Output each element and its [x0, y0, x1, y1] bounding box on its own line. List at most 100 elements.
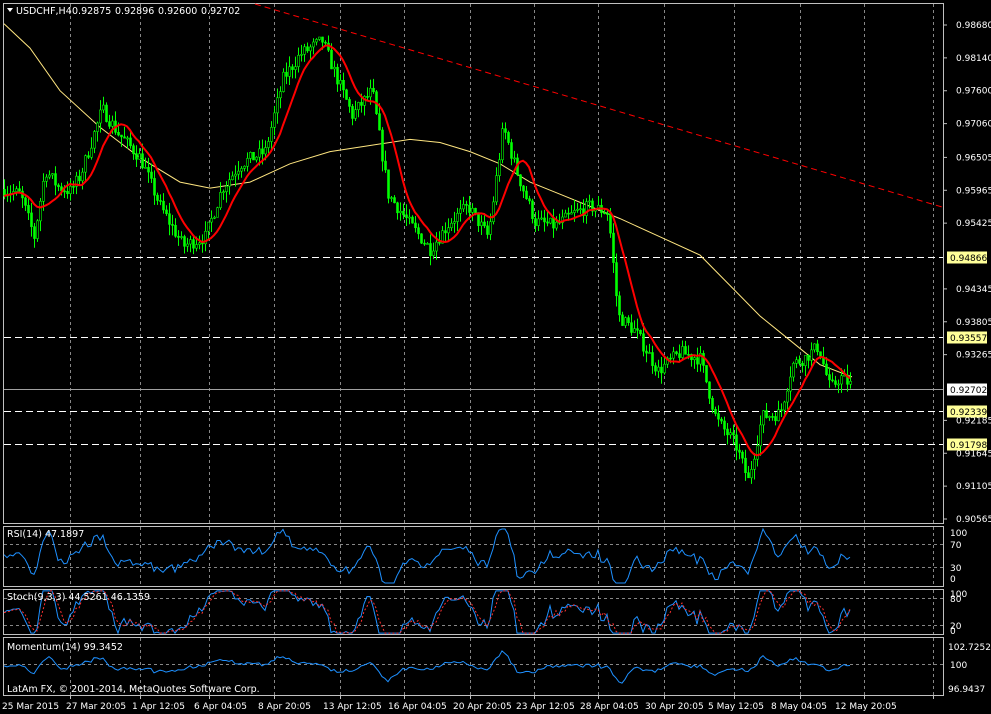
candle-body	[450, 222, 453, 229]
stoch-tick: 100	[950, 590, 967, 600]
candle-body	[669, 357, 672, 360]
candle-body	[111, 120, 114, 127]
candle-body	[402, 210, 405, 216]
candle-body	[318, 36, 321, 40]
candle-body	[438, 241, 441, 244]
candle-body	[543, 217, 546, 223]
candle-body	[576, 208, 579, 211]
candle-body	[555, 221, 558, 229]
candle-body	[702, 353, 705, 366]
candle-body	[174, 224, 177, 237]
candle-body	[165, 209, 168, 215]
candle-body	[369, 87, 372, 98]
candle-body	[762, 410, 765, 426]
candle-body	[237, 170, 240, 175]
candle-body	[645, 350, 648, 354]
candle-body	[333, 66, 336, 70]
vertical-grid	[70, 4, 934, 695]
candle-body	[168, 213, 171, 225]
candle-body	[621, 314, 624, 326]
candle-body	[255, 156, 258, 161]
rsi-tick: 0	[950, 575, 956, 585]
candle-body	[63, 190, 66, 193]
candle-body	[792, 363, 795, 378]
candle-body	[768, 416, 771, 418]
momentum-title: Momentum(14) 99.3452	[7, 642, 123, 653]
candle-body	[75, 175, 78, 187]
candle-body	[51, 173, 54, 176]
candle-body	[204, 230, 207, 245]
candle-body	[246, 158, 249, 167]
price-tick-label: 0.91645	[956, 449, 991, 459]
candle-body	[498, 159, 501, 176]
moving-average-fast	[3, 44, 851, 457]
price-candles	[3, 35, 852, 484]
candle-body	[723, 420, 726, 430]
candle-body	[144, 167, 147, 169]
candle-body	[732, 432, 735, 436]
candle-body	[213, 216, 216, 219]
collapse-triangle-icon[interactable]	[7, 8, 13, 12]
candle-body	[591, 200, 594, 212]
chart-header: USDCHF,H4 0.92875 0.92896 0.92600 0.9270…	[7, 6, 240, 17]
candle-body	[159, 200, 162, 202]
candle-body	[552, 217, 555, 229]
rsi-title: RSI(14) 47.1897	[7, 529, 84, 540]
time-tick-label: 28 Apr 04:05	[580, 702, 639, 712]
candle-body	[222, 191, 225, 193]
candle-body	[198, 242, 201, 245]
candle-body	[330, 49, 333, 70]
time-tick-label: 30 Apr 20:05	[645, 702, 704, 712]
candle-body	[708, 381, 711, 399]
candle-body	[624, 317, 627, 326]
candle-body	[264, 147, 267, 155]
candle-body	[789, 376, 792, 392]
candle-body	[825, 363, 828, 375]
candle-body	[753, 458, 756, 470]
price-tick-label: 0.92185	[956, 416, 991, 426]
candle-body	[228, 179, 231, 187]
candle-body	[678, 353, 681, 358]
candle-body	[735, 434, 738, 451]
candle-body	[225, 185, 228, 192]
candle-body	[366, 96, 369, 98]
candle-body	[492, 201, 495, 223]
candle-body	[834, 380, 837, 385]
candle-body	[486, 225, 489, 235]
momentum-tick: 102.7252	[948, 643, 991, 653]
candle-body	[39, 200, 42, 222]
candle-body	[654, 365, 657, 372]
candle-body	[705, 365, 708, 383]
candle-body	[57, 184, 60, 188]
candle-body	[528, 198, 531, 202]
candle-body	[510, 142, 513, 159]
candle-body	[18, 188, 21, 192]
candle-body	[336, 66, 339, 85]
candle-body	[243, 165, 246, 169]
candle-body	[129, 137, 132, 147]
candle-body	[810, 349, 813, 361]
candle-body	[78, 175, 81, 182]
price-tick-label: 0.93265	[956, 351, 991, 361]
candle-body	[189, 239, 192, 245]
candle-body	[711, 398, 714, 410]
candle-body	[798, 359, 801, 364]
candle-body	[345, 89, 348, 100]
candle-body	[465, 204, 468, 206]
candle-body	[519, 174, 522, 187]
candle-body	[801, 363, 804, 366]
candle-body	[507, 132, 510, 143]
candle-body	[651, 352, 654, 366]
candle-body	[495, 175, 498, 203]
candle-body	[393, 197, 396, 204]
candle-body	[279, 91, 282, 99]
candle-body	[141, 153, 144, 169]
momentum-line	[3, 650, 851, 684]
candle-body	[759, 424, 762, 447]
time-tick-label: 6 Apr 04:05	[194, 702, 247, 712]
candle-body	[207, 221, 210, 232]
candle-body	[405, 214, 408, 218]
candle-body	[489, 221, 492, 235]
candle-body	[90, 147, 93, 158]
